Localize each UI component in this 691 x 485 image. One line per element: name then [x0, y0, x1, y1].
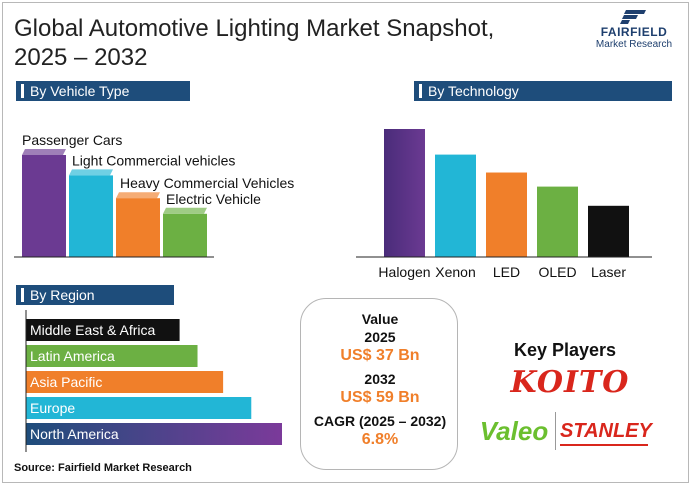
tech-bar-laser: [588, 205, 629, 257]
section-technology: By Technology: [414, 81, 672, 101]
tech-label-led: LED: [493, 264, 520, 280]
technology-chart: Halogen Xenon LED OLED Laser: [356, 129, 652, 280]
logo-brand: FAIRFIELD: [600, 25, 668, 39]
region-label-north-america: North America: [30, 426, 119, 442]
region-chart: Middle East & Africa Latin America Asia Pa…: [25, 310, 282, 452]
tech-label-laser: Laser: [591, 264, 626, 280]
valeo-logo: Valeo: [479, 416, 549, 446]
region-label-europe: Europe: [30, 400, 75, 416]
region-bar-latin-america: [26, 345, 198, 367]
region-bar-middle-east-africa: [26, 319, 180, 341]
vehicle-bar-passenger-cars: [22, 155, 66, 257]
vehicle-bar-electric-vehicle: [163, 213, 207, 257]
value-year-start: 2025: [364, 329, 396, 345]
logo-subtitle: Market Research: [595, 39, 673, 50]
vehicle-label-heavy-commercial-vehicles: Heavy Commercial Vehicles: [120, 175, 294, 191]
vehicle-label-electric-vehicle: Electric Vehicle: [166, 191, 261, 207]
cagr-label: CAGR (2025 – 2032): [313, 413, 447, 429]
vehicle-label-light-commercial-vehicles: Light Commercial vehicles: [72, 152, 235, 168]
value-amount-end: US$ 59 Bn: [340, 389, 420, 406]
vehicle-type-chart: Passenger Cars Light Commercial vehicles H…: [14, 132, 294, 258]
vehicle-bar-top-passenger-cars: [22, 149, 66, 155]
cagr-value: 6.8%: [361, 431, 399, 448]
tech-bar-xenon: [435, 154, 476, 257]
value-year-end: 2032: [364, 371, 396, 387]
tech-bar-oled: [537, 186, 578, 257]
tech-bar-halogen: [384, 129, 425, 257]
tech-label-xenon: Xenon: [435, 264, 475, 280]
vehicle-label-passenger-cars: Passenger Cars: [22, 132, 122, 148]
fairfield-logo: FAIRFIELD Market Research: [588, 10, 680, 54]
vehicle-bar-heavy-commercial-vehicles: [116, 198, 160, 257]
source-note: Source: Fairfield Market Research: [14, 462, 192, 474]
section-vehicle-type: By Vehicle Type: [16, 81, 190, 101]
region-bar-europe: [26, 397, 252, 419]
tech-label-oled: OLED: [538, 264, 576, 280]
vehicle-bar-top-electric-vehicle: [163, 207, 207, 214]
koito-logo: KOITO: [510, 365, 630, 400]
stanley-logo: STANLEY: [560, 416, 652, 446]
section-region: By Region: [16, 285, 174, 305]
vehicle-bar-top-light-commercial-vehicles: [69, 169, 113, 176]
value-heading: Value: [361, 311, 399, 327]
vehicle-bar-top-heavy-commercial-vehicles: [116, 192, 160, 199]
vehicle-bar-light-commercial-vehicles: [69, 175, 113, 257]
value-amount-start: US$ 37 Bn: [340, 347, 420, 364]
tech-label-halogen: Halogen: [378, 264, 430, 280]
key-players-title: Key Players: [513, 340, 617, 360]
region-label-middle-east-africa: Middle East & Africa: [30, 322, 155, 338]
page-title: Global Automotive Lighting Market Snapsh…: [14, 15, 495, 71]
logo-divider: [555, 412, 556, 450]
region-label-latin-america: Latin America: [30, 348, 115, 364]
value-box: Value 2025 US$ 37 Bn 2032 US$ 59 Bn CAGR…: [300, 298, 458, 470]
region-label-asia-pacific: Asia Pacific: [30, 374, 102, 390]
region-bar-asia-pacific: [26, 371, 224, 393]
fairfield-mark-icon: [620, 10, 646, 24]
region-bar-north-america: [26, 423, 282, 445]
tech-bar-led: [486, 172, 527, 257]
